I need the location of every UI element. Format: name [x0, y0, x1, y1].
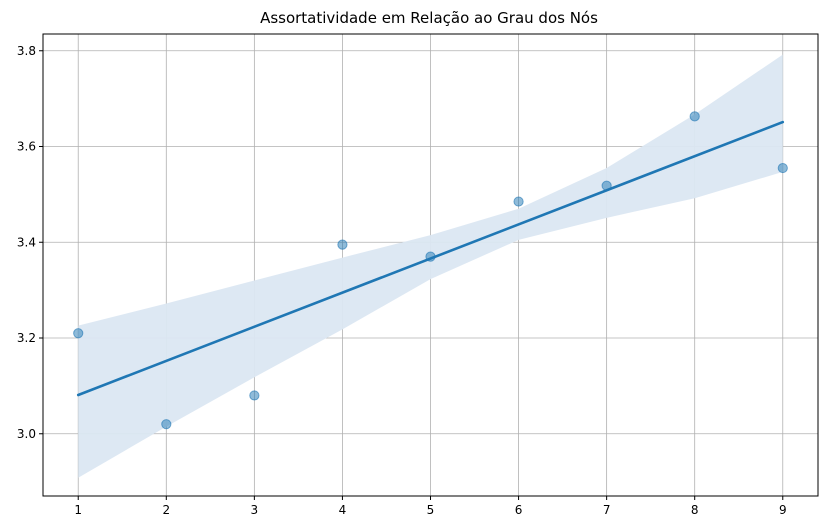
- scatter-points: [73, 111, 788, 430]
- x-axis-ticks: 1 2 3 4 5 6 7 8 9: [74, 496, 787, 517]
- x-tick-label: 5: [427, 503, 435, 517]
- data-point: [425, 251, 436, 262]
- y-axis-ticks: 3.0 3.2 3.4 3.6 3.8: [17, 44, 43, 441]
- x-tick-label: 8: [691, 503, 699, 517]
- data-point: [249, 390, 260, 401]
- data-point: [601, 180, 612, 191]
- confidence-band: [78, 54, 783, 478]
- x-tick-label: 7: [603, 503, 611, 517]
- data-point: [777, 162, 788, 174]
- x-tick-label: 4: [339, 503, 347, 517]
- data-point: [513, 196, 524, 207]
- x-tick-label: 6: [515, 503, 523, 517]
- y-tick-label: 3.0: [17, 427, 36, 441]
- data-point: [161, 419, 172, 430]
- data-point: [73, 328, 84, 339]
- x-tick-label: 2: [162, 503, 170, 517]
- data-point: [337, 239, 348, 250]
- x-tick-label: 9: [779, 503, 787, 517]
- y-tick-label: 3.6: [17, 140, 36, 154]
- data-point: [689, 111, 700, 122]
- y-tick-label: 3.4: [17, 235, 36, 249]
- y-tick-label: 3.2: [17, 331, 36, 345]
- x-tick-label: 3: [251, 503, 259, 517]
- y-tick-label: 3.8: [17, 44, 36, 58]
- x-tick-label: 1: [74, 503, 82, 517]
- confidence-band-layer: [78, 54, 783, 478]
- chart-title: Assortatividade em Relação ao Grau dos N…: [260, 9, 598, 27]
